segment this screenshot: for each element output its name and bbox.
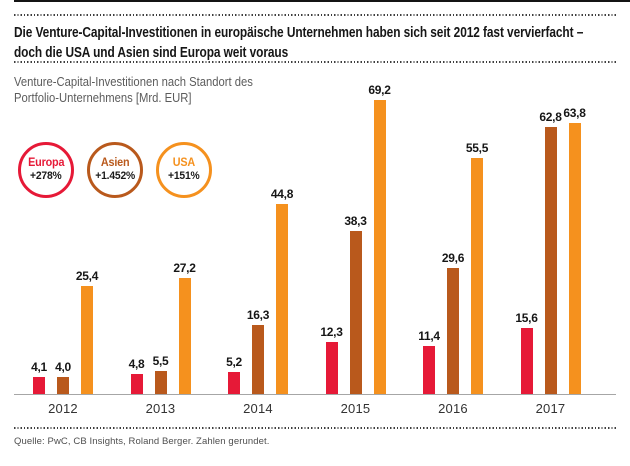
x-axis-line <box>14 394 616 395</box>
subtitle-line-1: Venture-Capital-Investitionen nach Stand… <box>14 75 253 89</box>
bar-asien-2015 <box>349 231 362 394</box>
year-label: 2014 <box>243 401 273 416</box>
value-label: 44,8 <box>270 187 294 201</box>
bar-europa-2014 <box>228 372 240 394</box>
legend-change-europa: +278% <box>30 170 62 182</box>
value-label: 5,5 <box>152 354 169 368</box>
legend-circle-asien: Asien +1.452% <box>87 142 143 198</box>
legend-circle-usa: USA +151% <box>156 142 212 198</box>
legend-change-asien: +1.452% <box>95 170 135 182</box>
value-label: 5,2 <box>226 355 242 369</box>
subtitle-line-2: Portfolio-Unternehmens [Mrd. EUR] <box>14 90 192 105</box>
value-label: 62,8 <box>539 110 562 124</box>
bar-europa-2015 <box>325 342 338 394</box>
legend-label-asien: Asien <box>100 157 130 169</box>
value-label: 29,6 <box>441 251 465 265</box>
bar-usa-2014 <box>276 204 288 394</box>
value-label: 25,4 <box>75 269 99 283</box>
value-label: 4,0 <box>55 360 71 374</box>
title-line-1: Die Venture-Capital-Investitionen in eur… <box>14 25 584 41</box>
bar-usa-2015 <box>373 100 386 394</box>
value-label: 15,6 <box>515 311 538 325</box>
legend-change-usa: +151% <box>168 170 200 182</box>
dotted-rule-under-title <box>14 61 616 63</box>
bar-usa-2013 <box>178 278 191 394</box>
bar-usa-2017 <box>568 123 581 394</box>
value-label: 69,2 <box>368 83 391 97</box>
bar-europa-2013 <box>130 374 143 394</box>
bar-europa-2017 <box>520 328 533 394</box>
bar-asien-2012 <box>57 377 69 394</box>
dotted-rule-bottom <box>14 427 616 429</box>
legend-label-usa: USA <box>172 157 196 169</box>
source-note: Quelle: PwC, CB Insights, Roland Berger.… <box>14 436 270 447</box>
year-label: 2017 <box>535 401 566 416</box>
top-border-line <box>14 0 630 2</box>
bar-usa-2012 <box>81 286 93 394</box>
value-label: 16,3 <box>246 308 270 322</box>
value-label: 4,8 <box>128 357 145 371</box>
bar-asien-2016 <box>447 268 459 394</box>
value-label: 55,5 <box>465 141 489 155</box>
title-line-2: doch die USA und Asien sind Europa weit … <box>14 45 289 61</box>
bar-asien-2013 <box>154 371 167 394</box>
value-label: 27,2 <box>173 261 196 275</box>
chart-subtitle: Venture-Capital-Investitionen nach Stand… <box>14 75 279 106</box>
page-title: Die Venture-Capital-Investitionen in eur… <box>14 23 630 63</box>
year-label: 2013 <box>145 401 176 416</box>
value-label: 63,8 <box>563 106 586 120</box>
value-label: 38,3 <box>344 214 367 228</box>
dotted-rule-top <box>14 14 616 16</box>
year-label: 2012 <box>48 401 78 416</box>
value-label: 4,1 <box>31 360 47 374</box>
year-label: 2015 <box>340 401 371 416</box>
value-label: 12,3 <box>320 325 343 339</box>
year-label: 2016 <box>438 401 468 416</box>
value-label: 11,4 <box>418 329 440 343</box>
bar-europa-2012 <box>33 377 45 394</box>
legend-circle-europa: Europa +278% <box>18 142 74 198</box>
bar-europa-2016 <box>423 346 435 394</box>
bar-asien-2014 <box>252 325 264 394</box>
bar-usa-2016 <box>471 158 483 394</box>
legend-label-europa: Europa <box>27 157 65 169</box>
bar-asien-2017 <box>544 127 557 394</box>
